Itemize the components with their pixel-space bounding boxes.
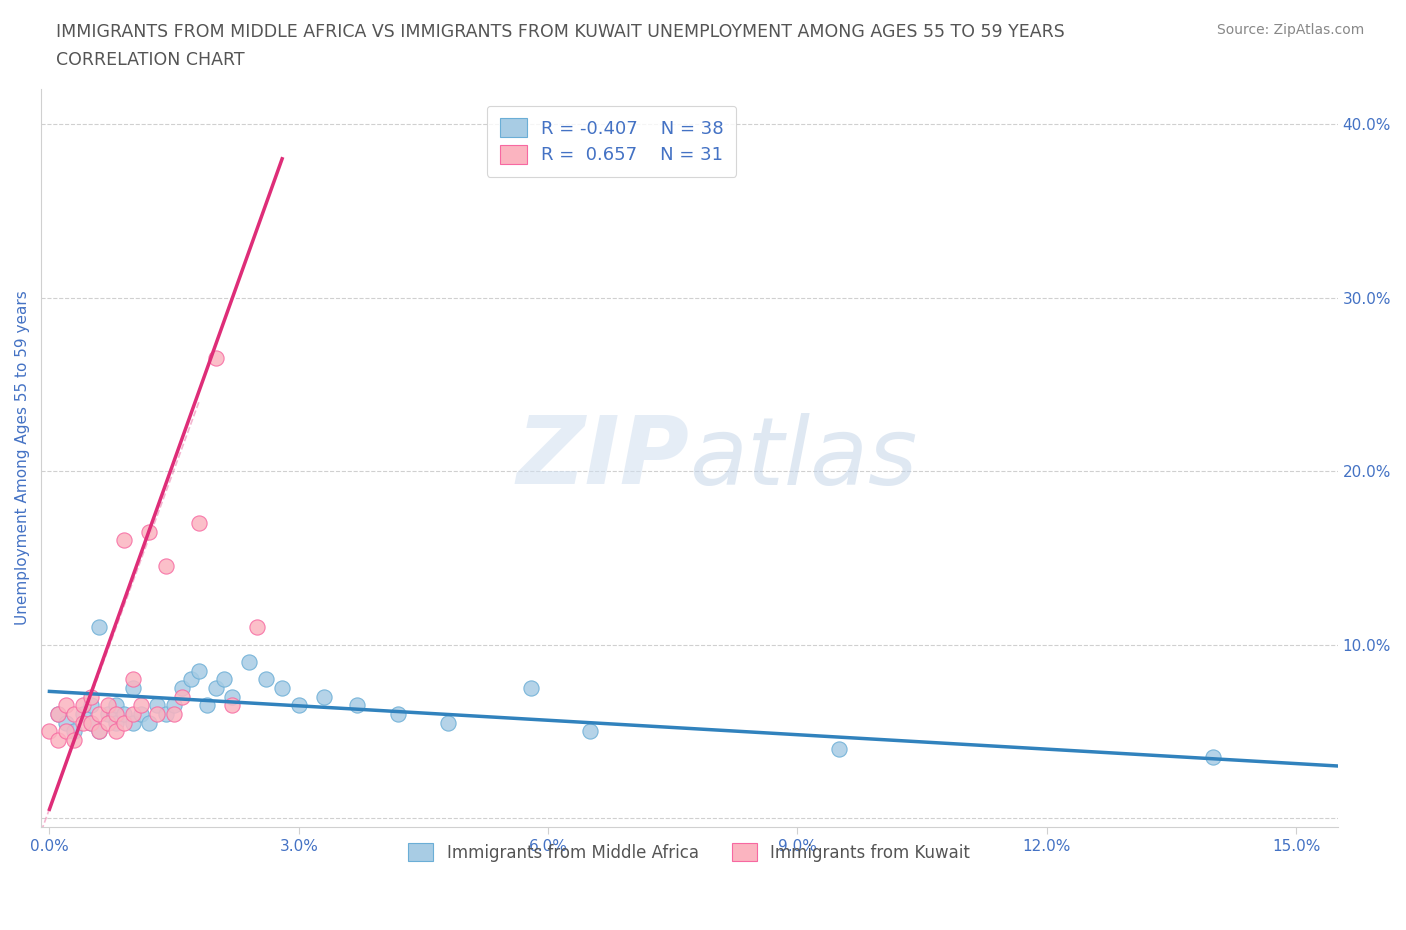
Point (195, 698, 218, 712)
Point (72, 707, 94, 722)
Point (163, 707, 186, 722)
Point (578, 724, 600, 738)
Point (89, 724, 111, 738)
Point (46, 707, 69, 722)
Point (104, 698, 127, 712)
Point (104, 707, 127, 722)
Point (72, 715, 94, 730)
Point (89, 724, 111, 738)
Point (63, 707, 86, 722)
Point (155, 559, 177, 574)
Point (188, 515, 211, 530)
Point (63, 733, 86, 748)
Point (104, 724, 127, 738)
Point (129, 707, 152, 722)
Point (97, 715, 120, 730)
Text: Source: ZipAtlas.com: Source: ZipAtlas.com (1216, 23, 1364, 37)
Point (112, 533, 135, 548)
Point (138, 715, 160, 730)
Point (204, 681, 226, 696)
Text: ZIP: ZIP (516, 412, 689, 504)
Point (828, 741, 851, 756)
Point (129, 698, 152, 712)
Text: CORRELATION CHART: CORRELATION CHART (56, 51, 245, 69)
Point (287, 698, 309, 712)
Point (46, 733, 69, 748)
Point (80, 715, 103, 730)
Point (246, 619, 269, 634)
Point (146, 707, 169, 722)
Point (80, 698, 103, 712)
Point (387, 707, 409, 722)
Point (172, 681, 194, 696)
Point (97, 707, 120, 722)
Point (1202, 750, 1225, 764)
Point (520, 681, 543, 696)
Point (121, 681, 143, 696)
Point (55, 724, 77, 738)
Point (312, 689, 335, 704)
Point (104, 715, 127, 730)
Point (346, 698, 368, 712)
Point (89, 707, 111, 722)
Point (121, 707, 143, 722)
Point (63, 724, 86, 738)
Text: atlas: atlas (689, 413, 918, 503)
Point (221, 698, 243, 712)
Point (254, 671, 277, 686)
Point (46, 707, 69, 722)
Point (80, 689, 103, 704)
Point (221, 689, 243, 704)
Point (55, 715, 77, 730)
Point (72, 698, 94, 712)
Point (112, 707, 135, 722)
Point (121, 671, 143, 686)
Y-axis label: Unemployment Among Ages 55 to 59 years: Unemployment Among Ages 55 to 59 years (15, 291, 30, 626)
Point (97, 698, 120, 712)
Point (172, 689, 194, 704)
Point (55, 698, 77, 712)
Point (204, 351, 226, 365)
Point (146, 698, 169, 712)
Point (121, 715, 143, 730)
Point (238, 655, 260, 670)
Legend: Immigrants from Middle Africa, Immigrants from Kuwait: Immigrants from Middle Africa, Immigrant… (401, 835, 979, 870)
Point (180, 671, 202, 686)
Point (271, 681, 294, 696)
Point (163, 698, 186, 712)
Point (112, 715, 135, 730)
Point (437, 715, 460, 730)
Point (155, 707, 177, 722)
Point (138, 525, 160, 539)
Point (89, 619, 111, 634)
Point (38, 724, 60, 738)
Text: IMMIGRANTS FROM MIDDLE AFRICA VS IMMIGRANTS FROM KUWAIT UNEMPLOYMENT AMONG AGES : IMMIGRANTS FROM MIDDLE AFRICA VS IMMIGRA… (56, 23, 1064, 41)
Point (212, 671, 235, 686)
Point (188, 663, 211, 678)
Point (80, 715, 103, 730)
